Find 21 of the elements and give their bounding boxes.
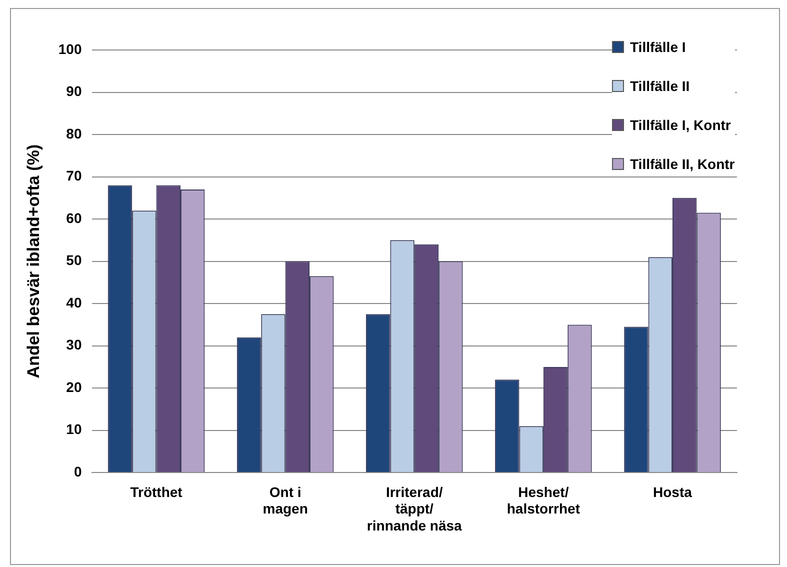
legend-label: Tillfälle II, Kontr — [630, 156, 735, 172]
y-tick-label: 10 — [66, 421, 82, 438]
y-tick-label: 40 — [66, 294, 82, 310]
y-tick-label: 0 — [74, 463, 82, 480]
y-tick-label: 70 — [66, 168, 82, 184]
x-tick-label: Trötthet — [130, 484, 183, 500]
y-tick-label: 50 — [66, 252, 82, 268]
y-tick-label: 30 — [66, 336, 82, 353]
y-tick-label: 100 — [58, 40, 82, 57]
legend-label: Tillfälle II — [630, 78, 690, 94]
x-tick-label: Heshet/ halstorrhet — [506, 484, 580, 517]
legend-label: Tillfälle I, Kontr — [630, 117, 731, 133]
y-tick-label: 80 — [66, 125, 82, 142]
y-tick-label: 20 — [66, 378, 82, 395]
x-tick-label: Ont i magen — [262, 484, 308, 517]
y-tick-label: 90 — [66, 83, 82, 100]
legend-label: Tillfälle I — [630, 39, 686, 55]
y-axis-title: Andel besvär ibland+ofta (%) — [24, 144, 43, 378]
x-tick-label: Irriterad/ täppt/ rinnande näsa — [366, 484, 462, 534]
y-tick-label: 60 — [66, 210, 82, 226]
x-tick-label: Hosta — [653, 484, 692, 500]
